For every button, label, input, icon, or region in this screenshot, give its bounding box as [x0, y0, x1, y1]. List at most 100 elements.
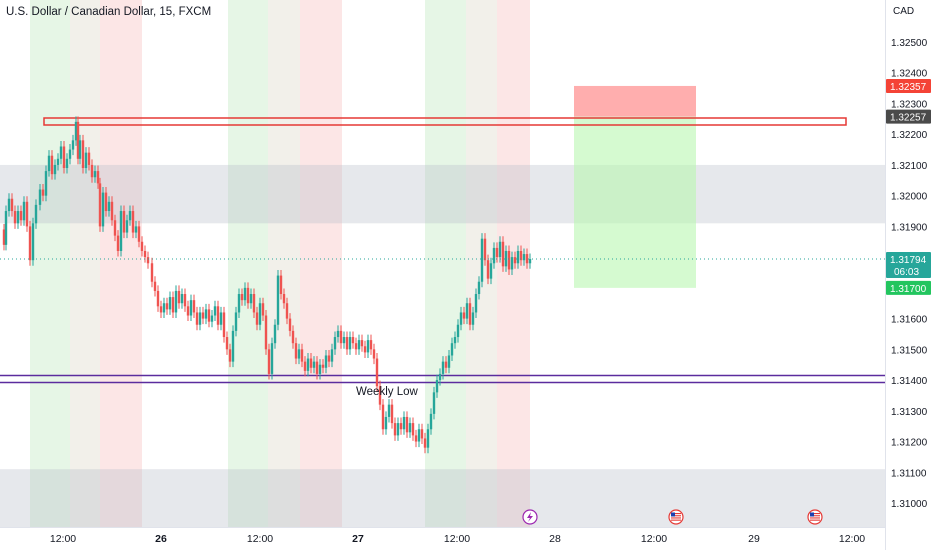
candle — [513, 257, 517, 264]
session-band — [425, 0, 466, 527]
candle — [525, 254, 529, 264]
time-axis[interactable] — [0, 527, 885, 551]
candle — [119, 211, 123, 251]
candle — [186, 306, 190, 316]
candle — [140, 241, 144, 251]
candle — [294, 343, 298, 359]
candle — [432, 392, 436, 414]
candle — [468, 303, 472, 325]
candle — [13, 211, 17, 224]
candle — [150, 263, 154, 282]
candle — [131, 211, 135, 233]
candle — [7, 198, 11, 212]
candle — [333, 337, 337, 350]
candle — [327, 355, 331, 362]
candle — [116, 235, 120, 251]
candle — [87, 152, 91, 165]
candle — [56, 158, 60, 165]
candle — [234, 312, 238, 331]
candle — [96, 171, 100, 184]
candle — [372, 349, 376, 359]
candle — [19, 211, 23, 221]
candle — [165, 303, 169, 310]
stop-loss-zone[interactable] — [574, 85, 696, 117]
candle — [456, 324, 460, 338]
candle — [273, 324, 277, 344]
candle — [429, 413, 433, 430]
candle — [288, 318, 292, 331]
candle — [516, 250, 520, 264]
candle — [90, 164, 94, 178]
candle — [4, 211, 8, 245]
candle — [122, 211, 126, 233]
candle — [384, 416, 388, 430]
candle — [74, 121, 78, 141]
candle — [495, 247, 499, 258]
candle — [504, 250, 508, 267]
candle — [492, 247, 496, 264]
candle — [510, 257, 514, 270]
candle — [207, 309, 211, 322]
candle — [444, 361, 448, 368]
candle — [375, 358, 379, 387]
candle — [426, 429, 430, 448]
candle — [201, 312, 205, 319]
candle — [345, 337, 349, 350]
candle — [31, 223, 35, 261]
candle — [291, 330, 295, 344]
session-band — [268, 0, 300, 527]
candle — [252, 294, 256, 313]
candle — [189, 300, 193, 316]
candle — [417, 429, 421, 442]
candle — [297, 349, 301, 359]
session-band — [30, 0, 70, 527]
take-profit-zone[interactable] — [574, 116, 696, 288]
candle — [270, 343, 274, 374]
resistance-box[interactable] — [43, 117, 847, 126]
candle — [471, 312, 475, 325]
candle — [351, 337, 355, 344]
candle — [137, 226, 141, 242]
candle — [231, 330, 235, 362]
candle — [210, 315, 214, 322]
candle — [243, 287, 247, 301]
candle — [213, 306, 217, 316]
candle — [258, 303, 262, 325]
candle — [498, 241, 502, 258]
candle — [192, 300, 196, 313]
candle — [249, 294, 253, 304]
candle — [477, 281, 481, 295]
candle — [363, 346, 367, 353]
candle — [22, 201, 26, 221]
weekly-low-label[interactable]: Weekly Low — [356, 386, 418, 398]
candle — [486, 260, 490, 279]
candle — [78, 140, 82, 159]
symbol-title[interactable]: U.S. Dollar / Canadian Dollar, 15, FXCM — [6, 6, 212, 18]
candle — [162, 303, 166, 313]
candle — [128, 211, 132, 221]
candle — [480, 238, 484, 282]
demand-zone — [0, 469, 885, 534]
candle — [483, 238, 487, 261]
candle — [528, 258, 532, 264]
candle — [408, 423, 412, 433]
candle — [47, 155, 51, 172]
candle — [174, 290, 178, 313]
candle — [438, 373, 442, 381]
candle — [153, 281, 157, 291]
candle — [159, 306, 163, 313]
candle — [68, 149, 72, 159]
candle — [110, 201, 114, 221]
candle — [306, 358, 310, 371]
candle — [393, 423, 397, 436]
candle — [366, 340, 370, 353]
candle — [177, 290, 181, 304]
candle — [198, 312, 202, 325]
candle — [101, 192, 105, 227]
candle — [285, 303, 289, 319]
candle — [59, 146, 63, 159]
price-axis[interactable] — [885, 0, 932, 550]
candle — [447, 355, 451, 368]
candle — [261, 303, 265, 316]
